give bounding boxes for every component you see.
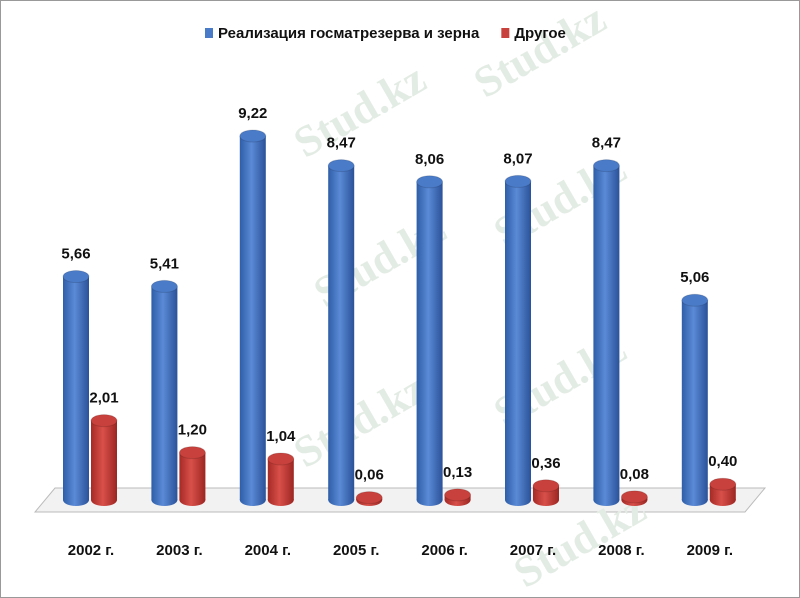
value-label: 0,40 — [708, 453, 737, 470]
value-label: 5,66 — [61, 246, 90, 263]
bar-top — [355, 491, 383, 505]
value-label: 8,47 — [592, 135, 621, 152]
bar-body — [151, 286, 178, 500]
bar-body — [593, 165, 620, 500]
floor — [33, 487, 767, 513]
legend-swatch — [205, 28, 213, 38]
value-label: 0,06 — [355, 467, 384, 484]
bar-top — [592, 159, 620, 173]
x-tick-label: 2007 г. — [510, 542, 556, 559]
value-label: 1,20 — [178, 422, 207, 439]
bar-top — [532, 479, 560, 493]
bar — [150, 279, 178, 506]
value-label: 0,36 — [531, 455, 560, 472]
bar — [709, 477, 737, 506]
bar-top — [150, 279, 178, 293]
x-tick-label: 2006 г. — [421, 542, 467, 559]
bar — [416, 175, 444, 506]
bar — [62, 270, 90, 506]
value-label: 5,06 — [680, 269, 709, 286]
value-label: 2,01 — [89, 390, 118, 407]
value-label: 8,07 — [503, 150, 532, 167]
bar — [444, 488, 472, 506]
bar — [592, 159, 620, 506]
bar — [532, 479, 560, 506]
bar-top — [504, 174, 532, 188]
legend-label: Другое — [514, 25, 566, 42]
bar-body — [239, 136, 266, 500]
bar-body — [63, 276, 89, 500]
x-tick-label: 2008 г. — [598, 542, 644, 559]
bar-top — [444, 488, 472, 502]
bar — [355, 491, 383, 506]
bar — [239, 129, 267, 506]
bar-body — [267, 458, 294, 500]
value-label: 1,04 — [266, 428, 296, 445]
bar — [267, 452, 295, 506]
bar — [620, 490, 648, 506]
bar-body — [416, 181, 443, 501]
bar-top — [620, 490, 648, 504]
value-label: 8,06 — [415, 151, 444, 168]
x-tick-label: 2004 г. — [245, 542, 291, 559]
value-label: 0,08 — [620, 466, 649, 483]
bar — [90, 414, 118, 506]
bar-body — [328, 165, 355, 500]
value-label: 9,22 — [238, 105, 267, 122]
value-label: 5,41 — [150, 255, 179, 272]
bar-top — [327, 159, 355, 173]
bar — [178, 446, 206, 506]
bar-top — [178, 446, 206, 460]
bar — [327, 159, 355, 506]
value-label: 0,13 — [443, 464, 472, 481]
bar-top — [416, 175, 444, 189]
x-tick-label: 2009 г. — [687, 542, 733, 559]
bar-top — [62, 270, 90, 284]
bar-top — [267, 452, 295, 466]
bar-body — [91, 420, 117, 500]
legend-label: Реализация госматрезерва и зерна — [218, 25, 480, 42]
bar-top — [681, 293, 709, 307]
bar-top — [90, 414, 118, 428]
bar-top — [239, 129, 267, 143]
bar-body — [505, 181, 531, 500]
value-label: 8,47 — [327, 135, 356, 152]
bar-top — [709, 477, 737, 491]
legend-swatch — [501, 28, 510, 38]
bar-body — [681, 300, 708, 500]
bar-body — [179, 452, 206, 500]
x-tick-label: 2002 г. — [68, 542, 114, 559]
bar — [681, 293, 709, 506]
x-tick-label: 2003 г. — [156, 542, 202, 559]
x-tick-label: 2005 г. — [333, 542, 379, 559]
bar — [504, 174, 532, 506]
